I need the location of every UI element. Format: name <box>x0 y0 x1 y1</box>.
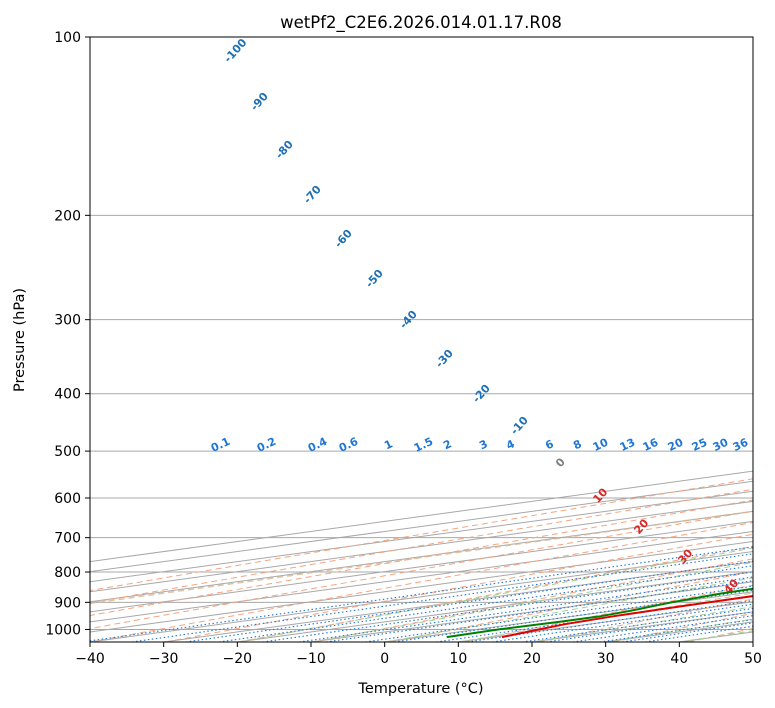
isotherm-line <box>90 530 753 623</box>
dry-adiabat-line <box>165 533 753 642</box>
y-tick-label: 300 <box>54 313 81 329</box>
isotherm-line <box>90 470 753 563</box>
isotherm-line <box>752 641 753 642</box>
mixing-ratio-label: 10 <box>591 436 611 454</box>
mixing-ratio-line <box>394 589 753 642</box>
plot-area <box>90 37 753 642</box>
y-tick-label: 500 <box>54 444 81 460</box>
y-axis-ticks: 100 200 300 400 500 600 700 800 900 1000 <box>45 30 90 638</box>
x-tick-label: −40 <box>75 651 105 667</box>
dry-adiabat-line <box>90 478 753 592</box>
moist-adiabat-line <box>310 561 753 642</box>
plot-background <box>90 37 753 642</box>
x-tick-label: 10 <box>449 651 467 667</box>
isotherm-line <box>90 510 753 603</box>
dry-adiabat-line <box>763 37 775 642</box>
dry-adiabat-line <box>389 571 753 642</box>
mixing-ratio-line <box>365 585 753 642</box>
x-tick-label: −30 <box>149 651 179 667</box>
isotherm-line <box>90 490 753 583</box>
y-tick-label: 200 <box>54 208 81 224</box>
isotherm-line <box>90 500 753 593</box>
mixing-ratio-label: 25 <box>690 436 709 454</box>
x-axis-label: Temperature (°C) <box>357 681 483 697</box>
y-tick-label: 700 <box>54 531 81 547</box>
isotherm-line <box>90 520 753 613</box>
y-tick-label: 800 <box>54 565 81 581</box>
dry-adiabat-line <box>314 558 753 642</box>
y-tick-label: 900 <box>54 595 81 611</box>
mixing-ratio-label: 30 <box>711 436 731 454</box>
mixing-ratio-label: 36 <box>731 436 751 454</box>
mixing-ratio-label: 13 <box>618 436 637 454</box>
x-tick-label: 20 <box>523 651 541 667</box>
mixing-ratio-labels: 0.1 0.2 0.4 0.6 1 1.5 2 3 4 6 8 10 13 16 20 25 30 36 <box>209 435 751 455</box>
dry-adiabat-line <box>90 488 753 604</box>
x-tick-label: −10 <box>296 651 326 667</box>
y-tick-label: 600 <box>54 491 81 507</box>
dry-adiabat-line <box>538 598 753 642</box>
x-tick-label: 50 <box>744 651 762 667</box>
mixing-ratio-label: 16 <box>641 436 661 454</box>
y-tick-label: 100 <box>54 30 81 46</box>
dry-adiabat-line <box>90 521 753 642</box>
chart-title: wetPf2_C2E6.2026.014.01.17.R08 <box>280 13 562 33</box>
x-tick-label: 0 <box>380 651 389 667</box>
x-axis-ticks: −40 −30 −20 −10 0 10 20 30 40 50 <box>75 642 762 667</box>
plot-frame <box>89 36 754 643</box>
y-tick-label: 400 <box>54 387 81 403</box>
mixing-ratio-line <box>90 546 753 642</box>
mixing-ratio-label: 20 <box>666 436 686 454</box>
mixing-ratio-line <box>326 580 753 642</box>
y-axis-label: Pressure (hPa) <box>12 288 28 392</box>
dry-adiabat-line <box>90 499 753 616</box>
x-tick-label: 40 <box>670 651 688 667</box>
x-tick-label: −20 <box>223 651 253 667</box>
isotherm-line <box>90 480 753 573</box>
background-lines <box>90 37 775 642</box>
x-tick-label: 30 <box>597 651 615 667</box>
y-tick-label: 1000 <box>45 622 81 638</box>
